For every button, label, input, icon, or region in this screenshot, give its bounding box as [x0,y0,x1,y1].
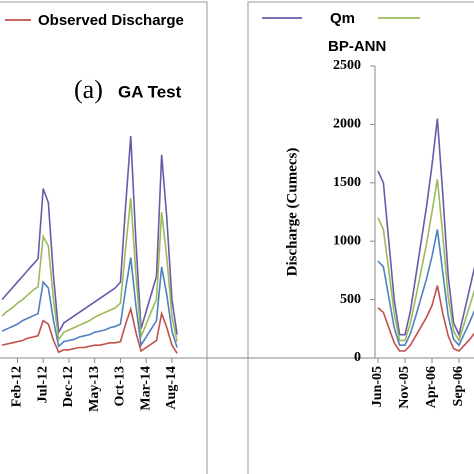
legend-label: Qm [330,10,355,27]
x-tick-label: Oct-13 [113,366,128,406]
series-line [377,285,474,352]
x-tick-label: Dec-12 [61,366,76,407]
y-tick-label: 500 [340,292,361,307]
series-line [1,197,178,342]
series-line [377,229,474,347]
series-line [377,179,474,343]
panel-label: (a) [74,75,103,104]
series-line [1,136,178,335]
panel-subtitle: GA Test [118,82,182,101]
y-tick-label: 2500 [333,58,361,73]
x-tick-label: Feb-12 [10,366,25,407]
x-tick-label: Aug-14 [164,366,179,410]
legend-label: Observed Discharge [38,12,184,29]
y-axis-label: Discharge (Cumecs) [284,148,300,277]
y-tick-label: 1500 [333,175,361,190]
x-tick-label: Jun-05 [370,366,385,407]
x-tick-label: Apr-06 [424,366,439,408]
annotation: BP-ANN [328,38,386,55]
x-tick-label: Sep-06 [451,366,466,406]
series-line [1,305,178,354]
series-line [1,257,178,348]
x-tick-label: Jul-12 [35,366,50,403]
y-tick-label: 1000 [333,233,361,248]
panel-frame [247,1,474,474]
y-tick-label: 0 [354,350,361,365]
x-tick-label: Mar-14 [138,366,153,411]
panel-frame [0,1,208,474]
series-line [377,118,474,338]
x-tick-label: Nov-05 [397,366,412,409]
y-tick-label: 2000 [333,117,361,132]
x-tick-label: May-13 [87,366,102,412]
